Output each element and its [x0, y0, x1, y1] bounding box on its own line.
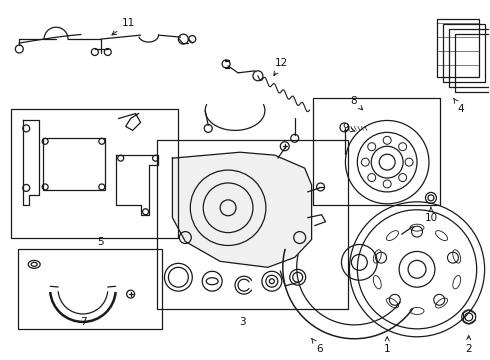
Text: 10: 10 [424, 207, 438, 223]
Text: 2: 2 [466, 336, 472, 354]
Text: 1: 1 [384, 337, 391, 354]
Bar [11, 109, 178, 238]
Text: 3: 3 [239, 317, 245, 327]
Polygon shape [172, 152, 312, 267]
Bar [313, 98, 440, 205]
Bar [455, 34, 490, 92]
Bar [18, 249, 163, 329]
Text: 12: 12 [274, 58, 289, 76]
Text: 8: 8 [350, 96, 363, 110]
Bar [443, 24, 485, 82]
Bar [157, 140, 348, 309]
Text: 4: 4 [454, 98, 464, 113]
Text: 7: 7 [79, 317, 86, 327]
Text: 11: 11 [112, 18, 135, 35]
Text: 6: 6 [312, 338, 323, 354]
Text: 9: 9 [343, 123, 355, 134]
Text: 5: 5 [98, 237, 104, 247]
Bar [43, 138, 105, 190]
Bar [449, 29, 490, 87]
Bar [437, 19, 479, 77]
